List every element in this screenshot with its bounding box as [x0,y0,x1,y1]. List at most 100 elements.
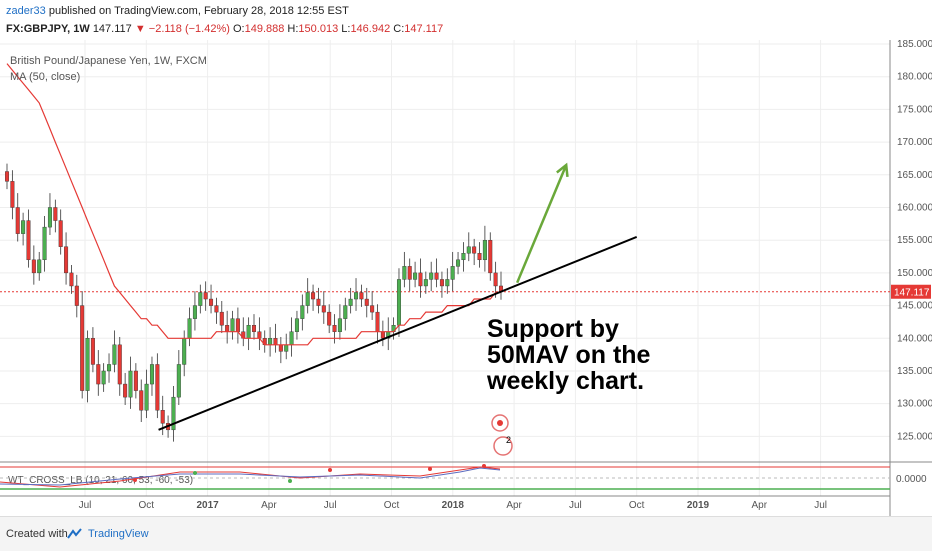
osc-wt2-line [0,467,501,486]
time-tick-label: Oct [629,500,645,511]
candle-body [96,364,101,385]
candle-body [493,272,498,287]
candle-body [176,364,181,398]
candle-body [311,292,316,300]
candle-body [214,305,219,313]
tradingview-logo-icon [67,528,82,539]
grid-lines [0,40,890,496]
candle-body [139,390,144,411]
tradingview-brand-link[interactable]: TradingView [88,528,149,540]
candle-body [343,305,348,319]
instrument-legend: British Pound/Japanese Yen, 1W, FXCM [10,55,207,67]
time-tick-label: Oct [139,500,155,511]
close-value: 147.117 [404,23,444,35]
candle-body [219,311,224,326]
candle-body [439,279,444,287]
candle-body [235,318,240,332]
candle-body [246,325,251,339]
osc-cross-dot [328,468,332,472]
candle-body [364,298,369,306]
support-trendline[interactable] [158,235,638,431]
candle-body [133,370,138,391]
osc-cross-dot [428,467,432,471]
candle-body [53,207,58,221]
price-tick-label: 165.000 [897,170,932,181]
candle-body [203,292,208,300]
candle-body [316,298,321,306]
last-price-tag-text: 147.117 [894,288,930,299]
candle-body [294,318,299,332]
oscillator-pane: 0.0000 [0,464,927,490]
candle-body [305,292,310,306]
time-tick-label: Jul [324,500,337,511]
high-label: H: [287,23,299,35]
candle-body [21,220,26,234]
time-axis[interactable]: Jul Oct 2017 Apr Jul Oct 2018 Apr Jul Oct 2019 Apr J… [79,500,827,511]
candle-body [461,253,466,261]
candle-body [418,272,423,287]
last-price-tag [891,284,931,299]
candle-body [251,325,256,332]
time-tick-label: Apr [261,500,277,511]
time-tick-label: Jul [569,500,582,511]
candle-body [144,383,149,411]
candle-body [171,396,176,431]
candle-body [488,239,493,274]
close-label: C: [393,23,405,35]
time-tick-label: 2019 [687,500,710,511]
price-tick-label: 185.000 [897,40,932,50]
candle-body [337,318,342,332]
osc-wt1-line [0,466,501,488]
candle-body [273,338,278,346]
candle-body [477,253,482,261]
time-tick-label: Jul [79,500,92,511]
signal-markers: 2 [491,414,513,456]
footer-bar: Created with TradingView [0,516,932,551]
chart-area[interactable]: 125.000 130.000 135.000 140.000 145.000 150.0… [0,40,932,516]
candles-series [4,163,504,442]
price-tick-label: 150.000 [897,268,932,279]
candle-body [278,344,283,352]
candle-body [354,292,359,300]
candle-body [445,279,450,287]
projection-arrow-head [556,162,569,178]
candle-body [31,259,36,274]
candle-body [456,259,461,267]
candle-body [64,246,69,274]
candle-body [37,259,42,274]
author-link[interactable]: zader33 [6,5,46,17]
price-change: ▼ −2.118 (−1.42%) [134,23,230,35]
price-tick-label: 130.000 [897,399,932,410]
candle-body [128,370,133,398]
candle-body [74,285,79,306]
candle-body [407,266,412,280]
candle-body [380,331,385,339]
price-tick-label: 135.000 [897,366,932,377]
low-label: L: [341,23,351,35]
candle-body [209,298,214,306]
price-tick-label: 170.000 [897,137,932,148]
projection-arrow-shaft[interactable] [516,164,568,284]
candle-body [187,318,192,339]
last-price: 147.117 [92,23,132,35]
candle-body [10,181,15,208]
time-tick-label: Jul [814,500,827,511]
candle-body [429,272,434,280]
candle-body [182,338,187,365]
candle-body [375,311,380,332]
published-text: published on TradingView.com, February 2… [48,5,349,17]
candle-body [348,298,353,306]
candle-body [198,292,203,306]
time-tick-label: Apr [506,500,522,511]
candle-body [26,220,31,261]
open-label: O: [232,23,245,35]
candle-body [58,220,63,247]
candle-body [85,338,90,391]
price-tick-label: 140.000 [897,333,932,344]
price-axis[interactable]: 125.000 130.000 135.000 140.000 145.000 150.0… [897,40,932,442]
candle-body [450,266,455,280]
osc-axis-label: 0.0000 [896,474,927,485]
price-tick-label: 160.000 [897,202,932,213]
price-tick-label: 125.000 [897,431,932,442]
candle-body [257,331,262,339]
